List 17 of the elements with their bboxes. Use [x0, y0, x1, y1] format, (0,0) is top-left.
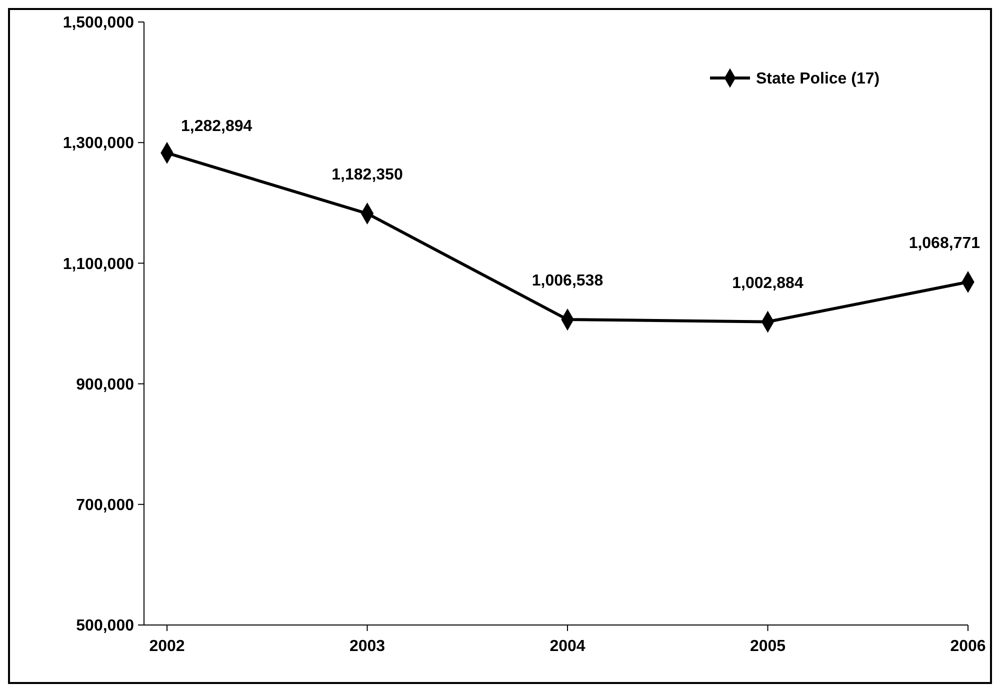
- y-tick-label: 1,500,000: [62, 14, 134, 32]
- x-tick-label: 2005: [750, 638, 786, 655]
- data-label: 1,068,771: [908, 235, 980, 252]
- x-tick-label: 2006: [950, 638, 986, 655]
- y-tick-label: 700,000: [76, 497, 134, 514]
- x-tick-label: 2002: [149, 638, 185, 655]
- y-tick-label: 1,300,000: [62, 135, 134, 152]
- data-label: 1,282,894: [181, 118, 252, 135]
- data-label: 1,182,350: [332, 166, 403, 184]
- legend-label: State Police (17): [756, 70, 880, 88]
- data-label: 1,002,884: [732, 274, 804, 292]
- y-tick-label: 900,000: [76, 376, 134, 394]
- x-tick-label: 2003: [349, 638, 386, 655]
- x-tick-label: 2004: [550, 638, 586, 655]
- y-tick-label: 500,000: [76, 618, 134, 635]
- data-label: 1,006,538: [532, 272, 604, 290]
- y-tick-label: 1,100,000: [62, 256, 134, 273]
